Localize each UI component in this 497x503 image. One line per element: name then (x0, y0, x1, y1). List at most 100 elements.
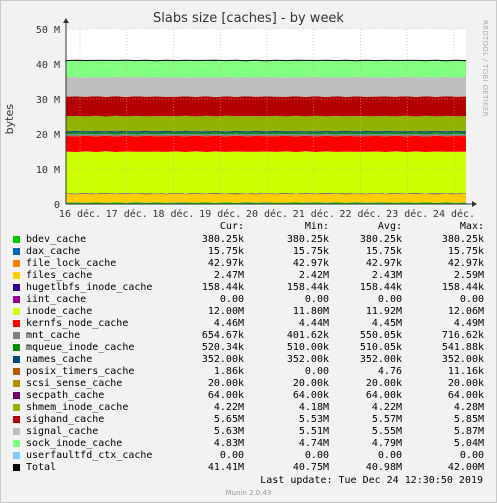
area-signal_cache (66, 76, 466, 97)
legend-name: bdev_cache (26, 234, 87, 245)
legend-min: 11.80M (292, 306, 329, 317)
legend-avg: 64.00k (365, 390, 402, 401)
legend-name: shmem_inode_cache (26, 402, 129, 413)
y-tick-label: 20 M (36, 130, 60, 141)
legend-swatch (13, 368, 20, 375)
legend-row-inode_cache: inode_cache 12.00M 11.80M 11.92M 12.06M (0, 306, 497, 318)
legend-name: Total (26, 462, 57, 473)
legend-cur: 158.44k (201, 282, 244, 293)
legend-max: 4.49M (453, 318, 484, 329)
legend-max: 64.00k (447, 390, 484, 401)
area-sock_inode_cache (66, 60, 466, 78)
legend-avg: 5.55M (371, 426, 402, 437)
legend-name: names_cache (26, 354, 93, 365)
legend-name: mnt_cache (26, 330, 81, 341)
legend-swatch (13, 332, 20, 339)
legend-avg: 20.00k (365, 378, 402, 389)
area-dax_cache (66, 202, 466, 203)
legend-max: 380.25k (441, 234, 484, 245)
legend-swatch (13, 344, 20, 351)
rrdtool-credit: RRDTOOL / TOBI OETIKER (481, 20, 489, 117)
legend-max: 15.75k (447, 246, 484, 257)
legend-max: 0.00 (459, 294, 484, 305)
legend-name: sighand_cache (26, 414, 105, 425)
legend-name: files_cache (26, 270, 93, 281)
legend-cur: 520.34k (201, 342, 244, 353)
legend-swatch (13, 260, 20, 267)
legend-avg: 4.22M (371, 402, 402, 413)
header-avg: Avg: (377, 221, 402, 232)
legend-cur: 352.00k (201, 354, 244, 365)
legend-cur: 0.00 (219, 294, 244, 305)
legend-max: 5.87M (453, 426, 484, 437)
legend-cur: 42.97k (207, 258, 244, 269)
legend-max: 12.06M (447, 306, 484, 317)
legend-max: 352.00k (441, 354, 484, 365)
legend-row-bdev_cache: bdev_cache 380.25k 380.25k 380.25k 380.25k (0, 234, 497, 246)
legend-swatch (13, 320, 20, 327)
legend-max: 2.59M (453, 270, 484, 281)
legend-row-mnt_cache: mnt_cache 654.67k 401.62k 550.05k 716.62k (0, 330, 497, 342)
legend-swatch (13, 392, 20, 399)
last-update: Last update: Tue Dec 24 12:30:50 2019 (260, 475, 483, 486)
legend-min: 15.75k (292, 246, 329, 257)
legend-min: 5.53M (298, 414, 329, 425)
legend-min: 352.00k (286, 354, 329, 365)
legend-avg: 380.25k (359, 234, 402, 245)
legend-max: 716.62k (441, 330, 484, 341)
legend-row-kernfs_node_cache: kernfs_node_cache 4.46M 4.44M 4.45M 4.49M (0, 318, 497, 330)
legend-min: 4.44M (298, 318, 329, 329)
legend-avg: 42.97k (365, 258, 402, 269)
legend-swatch (13, 236, 20, 243)
legend-avg: 4.76 (377, 366, 402, 377)
legend-row-iint_cache: iint_cache 0.00 0.00 0.00 0.00 (0, 294, 497, 306)
area-names_cache (66, 130, 466, 133)
legend-name: hugetlbfs_inode_cache (26, 282, 153, 293)
legend-row-mqueue_inode_cache: mqueue_inode_cache 520.34k 510.00k 510.05k 5… (0, 342, 497, 354)
legend-row-signal_cache: signal_cache 5.63M 5.51M 5.55M 5.87M (0, 426, 497, 438)
x-tick-label: 17 déc. (106, 208, 148, 220)
x-tick-label: 22 déc. (339, 208, 381, 220)
legend-max: 20.00k (447, 378, 484, 389)
y-tick-label: 0 (54, 200, 60, 211)
legend-swatch (13, 272, 20, 279)
area-mnt_cache (66, 133, 466, 137)
legend-row-files_cache: files_cache 2.47M 2.42M 2.43M 2.59M (0, 270, 497, 282)
legend-cur: 20.00k (207, 378, 244, 389)
legend-cur: 654.67k (201, 330, 244, 341)
legend-max: 5.85M (453, 414, 484, 425)
y-tick-label: 30 M (36, 95, 60, 106)
legend-name: secpath_cache (26, 390, 105, 401)
legend-min: 2.42M (298, 270, 329, 281)
legend-swatch (13, 404, 20, 411)
legend-swatch (13, 428, 20, 435)
legend-cur: 5.63M (213, 426, 244, 437)
legend-row-secpath_cache: secpath_cache 64.00k 64.00k 64.00k 64.00k (0, 390, 497, 402)
legend-cur: 5.65M (213, 414, 244, 425)
area-files_cache (66, 193, 466, 203)
legend-name: file_lock_cache (26, 258, 117, 269)
y-tick-label: 50 M (36, 25, 60, 36)
legend-cur: 4.83M (213, 438, 244, 449)
legend-name: sock_inode_cache (26, 438, 123, 449)
legend-min: 64.00k (292, 390, 329, 401)
munin-version: Munin 2.0.43 (225, 489, 272, 497)
legend-cur: 1.86k (213, 366, 244, 377)
x-tick-label: 21 déc. (293, 208, 335, 220)
legend-min: 42.97k (292, 258, 329, 269)
legend-swatch (13, 296, 20, 303)
legend-name: scsi_sense_cache (26, 378, 123, 389)
legend-cur: 380.25k (201, 234, 244, 245)
x-tick-label: 16 déc. (59, 208, 101, 220)
legend-max: 5.04M (453, 438, 484, 449)
legend-avg: 550.05k (359, 330, 402, 341)
area-inode_cache (66, 151, 466, 194)
area-hugetlbfs_inode_cache (66, 193, 466, 195)
header-max: Max: (459, 221, 484, 232)
legend-cur: 4.22M (213, 402, 244, 413)
y-tick-label: 40 M (36, 60, 60, 71)
legend-header-row: Cur: Min: Avg: Max: (0, 221, 497, 233)
y-tick-label: 10 M (36, 165, 60, 176)
legend-avg: 40.98M (365, 462, 402, 473)
legend-name: dax_cache (26, 246, 81, 257)
